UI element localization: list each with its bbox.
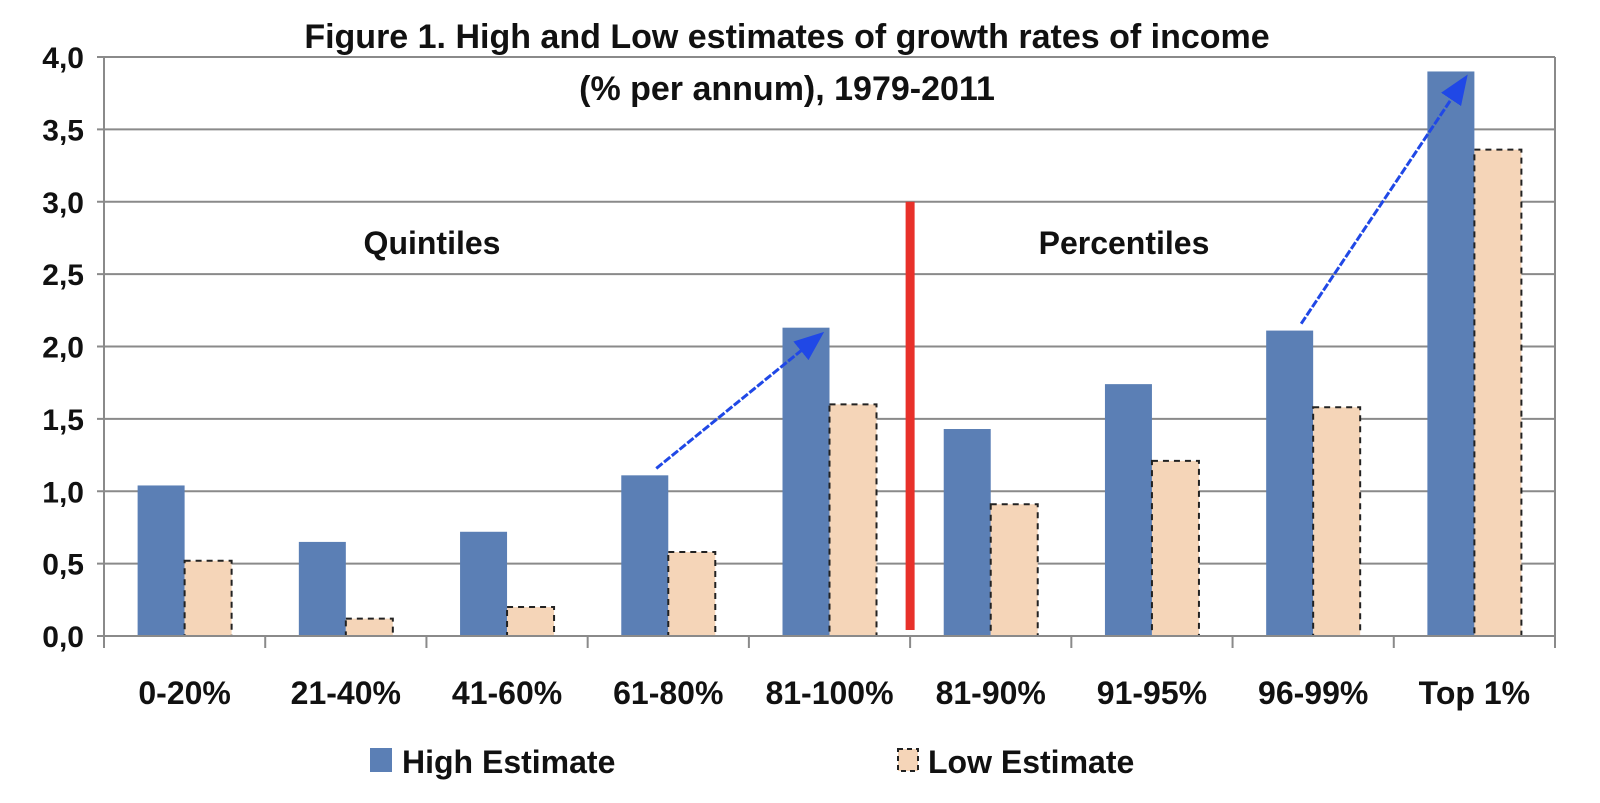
chart-title: Figure 1. High and Low estimates of grow…	[304, 18, 1269, 56]
legend-swatch-high	[370, 748, 392, 772]
legend-label-low: Low Estimate	[928, 744, 1134, 780]
y-tick-label: 2,0	[42, 332, 84, 365]
legend-label-high: High Estimate	[402, 744, 615, 780]
quintiles-label: Quintiles	[364, 225, 501, 261]
bar-high-Top 1%	[1427, 71, 1475, 637]
legend: High Estimate Low Estimate	[370, 744, 1134, 780]
y-tick-label: 2,5	[42, 259, 84, 292]
x-category-label: Top 1%	[1419, 675, 1530, 711]
bar-low-0-20%	[183, 559, 233, 637]
x-category-label: 41-60%	[452, 675, 562, 711]
x-category-label: 91-95%	[1097, 675, 1207, 711]
trend-arrow-0	[655, 331, 825, 470]
y-tick-label: 3,0	[42, 187, 84, 220]
bar-high-81-90%	[943, 429, 991, 636]
bar-high-41-60%	[460, 531, 508, 636]
bar-low-21-40%	[344, 617, 394, 638]
x-category-label: 21-40%	[291, 675, 401, 711]
bar-high-0-20%	[137, 485, 185, 636]
chart-subtitle: (% per annum), 1979-2011	[579, 70, 995, 108]
bar-low-96-99%	[1312, 406, 1362, 638]
x-category-label: 81-90%	[936, 675, 1046, 711]
bar-high-91-95%	[1104, 384, 1152, 636]
bar-high-61-80%	[621, 475, 669, 636]
bar-low-61-80%	[667, 551, 717, 637]
x-category-label: 61-80%	[613, 675, 723, 711]
bar-high-96-99%	[1266, 330, 1314, 636]
x-category-label: 81-100%	[765, 675, 893, 711]
trend-arrow-1	[1299, 74, 1468, 325]
y-tick-label: 4,0	[42, 42, 84, 75]
y-tick-label: 0,0	[42, 621, 84, 654]
bar-low-91-95%	[1150, 459, 1200, 638]
bar-high-81-100%	[782, 327, 830, 636]
percentiles-label: Percentiles	[1039, 225, 1210, 261]
bar-high-21-40%	[298, 541, 346, 636]
bar-low-81-90%	[989, 503, 1039, 637]
bar-low-81-100%	[828, 403, 878, 637]
y-tick-label: 0,5	[42, 549, 84, 582]
x-category-label: 0-20%	[138, 675, 231, 711]
y-tick-label: 1,0	[42, 476, 84, 509]
y-tick-label: 3,5	[42, 114, 84, 147]
legend-swatch-low	[897, 748, 919, 772]
x-category-label: 96-99%	[1258, 675, 1368, 711]
bar-low-Top 1%	[1473, 148, 1523, 637]
y-tick-label: 1,5	[42, 404, 84, 437]
bar-low-41-60%	[506, 606, 556, 637]
